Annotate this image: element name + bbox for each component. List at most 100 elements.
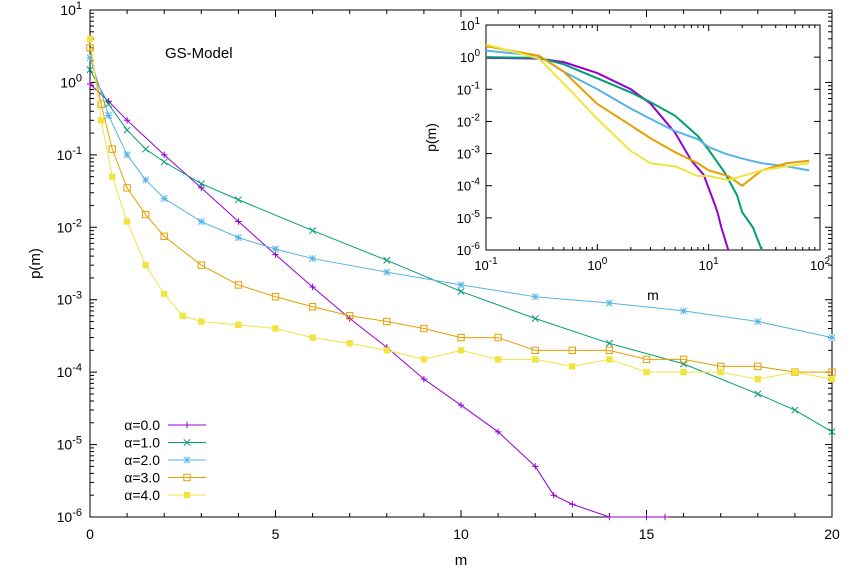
inset-x-tick-label: 10-1	[474, 256, 498, 273]
data-point	[605, 299, 613, 307]
inset-series-4	[485, 43, 810, 182]
data-point	[104, 100, 113, 108]
data-point	[97, 117, 105, 124]
inset-y-tick-label: 101	[460, 16, 480, 33]
data-point	[494, 356, 502, 363]
data-point	[198, 318, 205, 325]
legend-marker	[183, 491, 191, 499]
series-line	[89, 69, 833, 433]
data-point	[383, 347, 390, 354]
data-point	[271, 245, 280, 253]
data-point	[717, 368, 724, 376]
data-point	[161, 151, 168, 159]
x-tick-label: 20	[824, 526, 840, 542]
data-point	[160, 232, 168, 241]
data-point	[828, 368, 836, 376]
data-point	[568, 346, 576, 355]
data-point	[457, 333, 465, 342]
data-point	[531, 346, 539, 355]
data-point	[642, 355, 651, 364]
y-tick-label: 10-2	[57, 217, 82, 235]
inset-y-tick-label: 10-6	[457, 241, 481, 258]
data-point	[531, 314, 539, 323]
data-point	[142, 145, 150, 153]
inset-x-tick-label: 100	[587, 256, 607, 273]
data-point	[123, 126, 131, 134]
data-point	[457, 401, 465, 409]
data-point	[550, 491, 557, 499]
series-line	[89, 47, 832, 373]
data-point	[160, 158, 168, 166]
data-point	[141, 210, 150, 219]
data-point	[569, 363, 576, 370]
y-tick-label: 10-1	[57, 145, 82, 163]
inset-y-tick-label: 100	[460, 48, 480, 65]
inset-x-axis-label: m	[647, 287, 659, 303]
inset-y-tick-label: 10-5	[457, 209, 481, 226]
data-point	[197, 261, 206, 269]
data-point	[532, 356, 539, 363]
data-point	[123, 151, 131, 159]
series-line	[89, 57, 833, 339]
x-axis-label: m	[455, 552, 468, 569]
data-point	[383, 317, 391, 326]
data-point	[309, 227, 317, 235]
inset-x-tick-label: 101	[699, 256, 719, 273]
data-point	[308, 303, 317, 311]
legend-label: α=2.0	[124, 452, 160, 468]
legend: α=0.0 α=1.0α=2.0 α=3.0α=4.0	[124, 417, 206, 503]
data-point	[86, 35, 94, 43]
legend-marker	[183, 456, 191, 464]
data-point	[109, 173, 116, 180]
data-point	[309, 283, 316, 291]
legend-label: α=1.0	[124, 435, 160, 451]
legend-marker	[183, 438, 191, 447]
data-point	[234, 196, 242, 204]
y-tick-label: 10-3	[57, 290, 82, 308]
series-3	[86, 44, 836, 376]
data-point	[309, 334, 316, 341]
data-point	[754, 362, 762, 371]
data-point	[420, 356, 428, 363]
data-point	[828, 375, 836, 383]
y-tick-label: 10-6	[57, 507, 82, 525]
data-point	[420, 375, 428, 383]
inset-series-0	[485, 56, 730, 251]
inset-series-2	[485, 49, 810, 172]
data-point	[605, 346, 614, 355]
data-point	[198, 184, 205, 192]
data-point	[197, 217, 205, 226]
data-point	[605, 339, 613, 347]
data-point	[457, 347, 465, 354]
inset-y-tick-label: 10-2	[457, 112, 481, 129]
data-point	[97, 100, 105, 108]
data-point	[123, 184, 131, 192]
legend-marker	[183, 421, 191, 429]
data-point	[235, 218, 242, 225]
data-point	[680, 368, 687, 376]
inset-series-3	[485, 45, 810, 187]
data-point	[680, 307, 688, 315]
data-point	[661, 513, 669, 521]
x-tick-label: 5	[272, 526, 280, 542]
data-point	[754, 375, 761, 383]
data-point	[86, 54, 94, 62]
x-tick-label: 15	[639, 526, 655, 542]
data-point	[346, 340, 353, 347]
data-point	[142, 176, 150, 184]
model-annotation: GS-Model	[165, 45, 233, 62]
data-point	[791, 406, 799, 414]
data-point	[272, 325, 279, 332]
y-tick-label: 100	[60, 72, 82, 90]
series-4	[86, 35, 836, 383]
data-point	[494, 333, 502, 342]
data-point	[161, 290, 168, 298]
data-point	[606, 356, 613, 363]
x-tick-label: 0	[86, 526, 94, 542]
legend-label: α=3.0	[124, 470, 160, 486]
legend-label: α=4.0	[124, 487, 160, 503]
y-axis-label: p(m)	[27, 248, 44, 279]
data-point	[86, 44, 94, 52]
data-point	[235, 321, 242, 329]
